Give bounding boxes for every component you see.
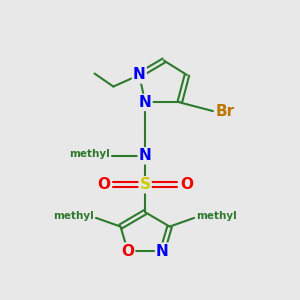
Text: Br: Br <box>216 103 235 118</box>
Text: O: O <box>121 244 134 259</box>
Text: methyl: methyl <box>196 212 237 221</box>
Text: N: N <box>139 95 152 110</box>
Text: S: S <box>140 177 151 192</box>
Text: N: N <box>156 244 169 259</box>
Text: methyl: methyl <box>53 212 94 221</box>
Text: methyl: methyl <box>69 148 110 158</box>
Text: N: N <box>133 68 146 82</box>
Text: O: O <box>180 177 193 192</box>
Text: N: N <box>139 148 152 163</box>
Text: O: O <box>97 177 110 192</box>
